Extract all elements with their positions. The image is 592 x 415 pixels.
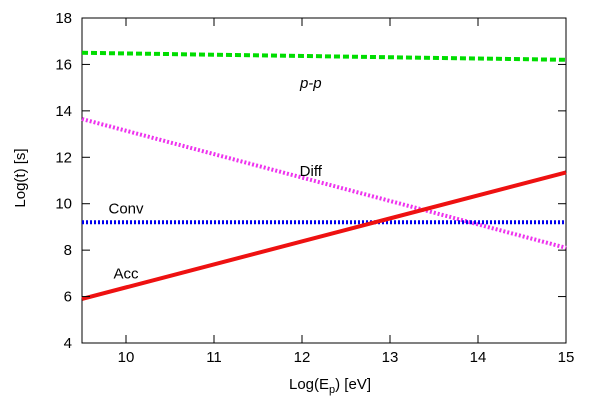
x-axis-label-subscript: p [329, 384, 335, 396]
annotation-acc: Acc [113, 265, 139, 282]
annotations-group: p-p Diff Conv Acc [108, 75, 322, 282]
series-line-diff [81, 117, 567, 250]
annotation-diff: Diff [300, 163, 323, 180]
series-group [81, 50, 567, 301]
annotation-conv: Conv [108, 200, 144, 217]
y-tick-label: 4 [64, 335, 72, 352]
y-axis-label: Log(t) [s] [12, 148, 29, 207]
x-tick-label: 14 [470, 349, 487, 366]
y-tick-label: 18 [55, 10, 72, 27]
x-tick-label: 10 [118, 349, 135, 366]
y-tick-label: 14 [55, 103, 72, 120]
series-line-acc [81, 170, 567, 301]
plot-frame [81, 17, 567, 344]
x-tick-label: 12 [294, 349, 311, 366]
x-axis-label: Log(Ep) [eV] [289, 376, 371, 396]
y-tick-label: 6 [64, 289, 72, 306]
x-axis-label-main: Log(E [289, 376, 329, 393]
y-tick-label: 12 [55, 149, 72, 166]
x-tick-label: 15 [558, 349, 575, 366]
y-tick-label: 10 [55, 196, 72, 213]
series-line-p-p [81, 50, 567, 62]
y-tick-label: 8 [64, 242, 72, 259]
x-tick-label: 11 [206, 349, 222, 366]
x-axis-label-tail: ) [eV] [335, 376, 371, 393]
plot-frame-group [81, 17, 567, 344]
y-tick-label: 16 [55, 56, 72, 73]
annotation-p-p: p-p [299, 75, 322, 92]
x-tick-label: 13 [382, 349, 399, 366]
ticks-group: 10 11 12 13 14 15 4 6 8 10 12 14 16 18 [55, 10, 574, 366]
